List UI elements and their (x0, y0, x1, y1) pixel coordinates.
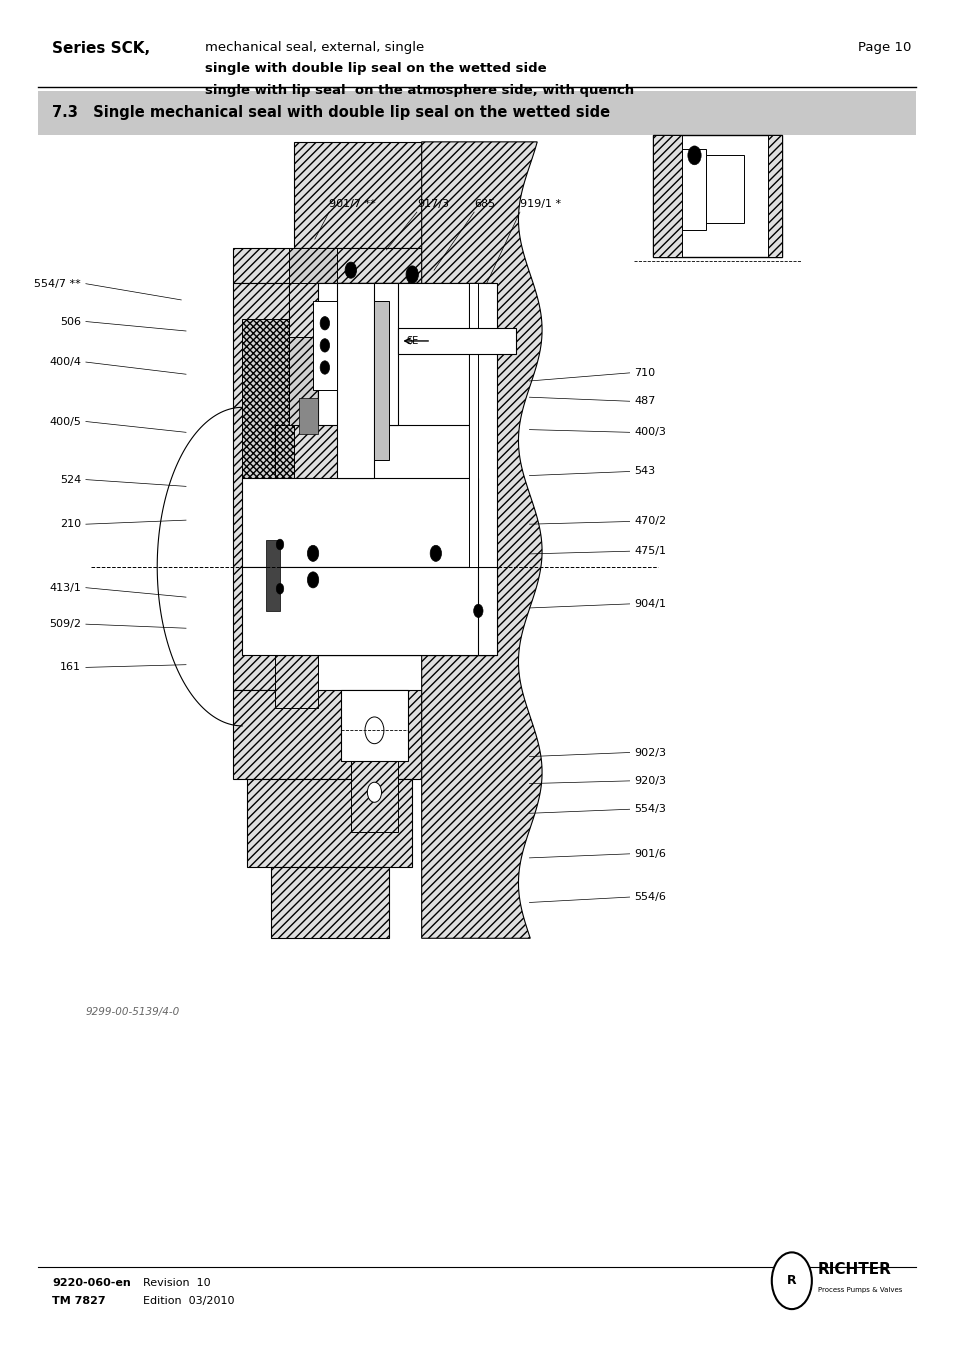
Text: 475/1: 475/1 (634, 546, 666, 557)
Bar (374, 301, 388, 461)
Text: R: R (786, 1274, 796, 1288)
Bar (298, 399, 317, 434)
Text: 487: 487 (634, 396, 655, 407)
Text: 554/7 **: 554/7 ** (34, 278, 81, 289)
Circle shape (771, 1252, 811, 1309)
Text: 400/5: 400/5 (50, 416, 81, 427)
Text: 920/3: 920/3 (634, 775, 666, 786)
Text: 919/1 *: 919/1 * (519, 200, 560, 209)
Circle shape (473, 604, 482, 617)
Bar (289, 478, 336, 655)
Text: 7.3   Single mechanical seal with double lip seal on the wetted side: 7.3 Single mechanical seal with double l… (52, 105, 610, 120)
Text: Edition  03/2010: Edition 03/2010 (143, 1296, 234, 1305)
Bar (397, 328, 516, 354)
Text: 470/2: 470/2 (634, 516, 666, 527)
Bar (233, 284, 289, 690)
Text: SE: SE (406, 336, 418, 346)
Bar (266, 540, 280, 611)
Text: 710: 710 (634, 367, 655, 378)
Text: 901/6: 901/6 (634, 848, 665, 859)
Text: 685: 685 (474, 200, 495, 209)
Polygon shape (421, 142, 541, 938)
Text: 901/7 **: 901/7 ** (329, 200, 375, 209)
Bar (351, 762, 397, 832)
Text: Process Pumps & Valves: Process Pumps & Valves (817, 1288, 901, 1293)
Text: 554/3: 554/3 (634, 804, 665, 815)
Circle shape (320, 339, 329, 353)
Bar (653, 135, 781, 257)
Bar (294, 426, 336, 478)
Text: single with double lip seal on the wetted side: single with double lip seal on the wette… (205, 62, 546, 76)
Text: 400/3: 400/3 (634, 427, 665, 438)
Text: single with lip seal  on the atmosphere side, with quench: single with lip seal on the atmosphere s… (205, 84, 634, 97)
Circle shape (276, 584, 283, 594)
Bar (341, 690, 407, 762)
Bar (336, 284, 374, 478)
Bar (242, 566, 477, 655)
Text: 9299-00-5139/4-0: 9299-00-5139/4-0 (86, 1008, 180, 1017)
Circle shape (320, 316, 329, 330)
Bar (313, 301, 336, 389)
Text: 413/1: 413/1 (50, 582, 81, 593)
Circle shape (276, 539, 283, 550)
Bar (468, 284, 477, 566)
Bar (266, 478, 289, 655)
Text: 506: 506 (60, 316, 81, 327)
Text: Page 10: Page 10 (857, 41, 910, 54)
Bar (374, 284, 492, 426)
Circle shape (320, 361, 329, 374)
Text: 210: 210 (60, 519, 81, 530)
Bar (317, 284, 397, 426)
Bar (705, 155, 743, 223)
Circle shape (345, 262, 356, 278)
Text: 161: 161 (60, 662, 81, 673)
Text: 524: 524 (60, 474, 81, 485)
Bar (289, 249, 336, 478)
Text: 917/3: 917/3 (416, 200, 449, 209)
Text: 400/4: 400/4 (49, 357, 81, 367)
Bar (317, 284, 492, 655)
Bar (275, 478, 317, 655)
Circle shape (406, 266, 418, 284)
Circle shape (430, 546, 441, 562)
Text: RICHTER: RICHTER (817, 1262, 890, 1278)
Bar (275, 655, 317, 708)
Bar (459, 566, 497, 655)
Circle shape (367, 782, 381, 802)
Bar (233, 690, 421, 780)
Bar (242, 478, 477, 566)
Text: mechanical seal, external, single: mechanical seal, external, single (205, 41, 424, 54)
Bar (294, 142, 421, 249)
Text: 554/6: 554/6 (634, 892, 665, 902)
Bar (289, 284, 336, 336)
Bar (38, 91, 915, 135)
Text: 543: 543 (634, 466, 655, 477)
Bar (767, 135, 781, 257)
Circle shape (365, 717, 383, 743)
Text: 902/3: 902/3 (634, 747, 666, 758)
Bar (468, 284, 497, 655)
Circle shape (307, 571, 318, 588)
Bar (653, 135, 681, 257)
Text: 904/1: 904/1 (634, 598, 666, 609)
Circle shape (687, 146, 700, 165)
Text: Revision  10: Revision 10 (143, 1278, 211, 1288)
Text: Series SCK,: Series SCK, (52, 41, 151, 55)
Bar (681, 149, 705, 230)
Bar (275, 426, 317, 478)
Bar (247, 780, 412, 867)
Text: 9220-060-en: 9220-060-en (52, 1278, 132, 1288)
Text: 509/2: 509/2 (49, 619, 81, 630)
Bar (233, 249, 421, 284)
Text: TM 7827: TM 7827 (52, 1296, 106, 1305)
Bar (242, 319, 289, 655)
Bar (271, 867, 388, 938)
Circle shape (307, 546, 318, 562)
